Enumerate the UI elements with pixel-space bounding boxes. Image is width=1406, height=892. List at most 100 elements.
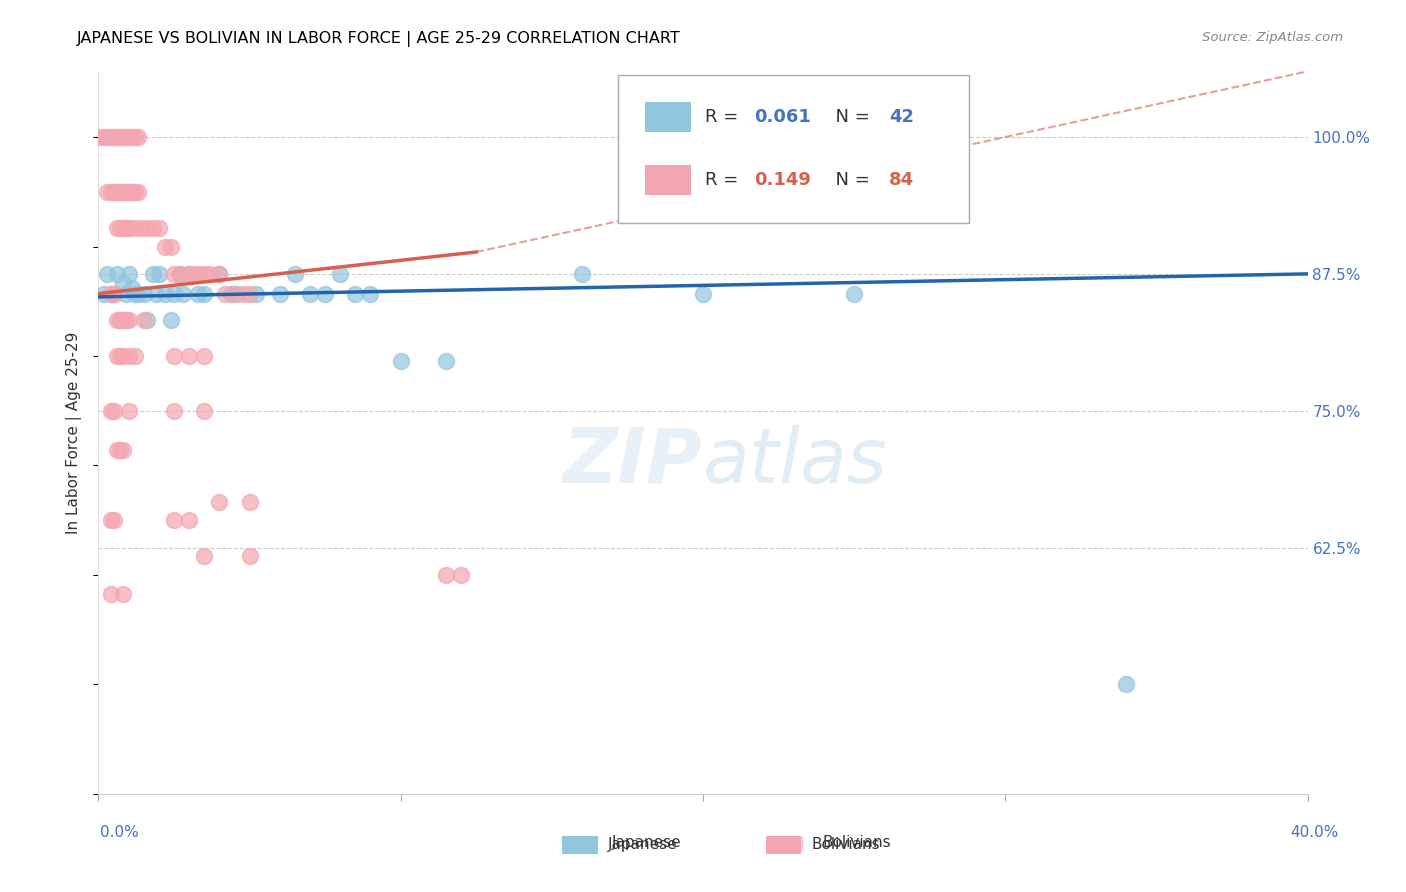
Point — [226, 286, 249, 301]
Point — [105, 443, 128, 458]
Point — [114, 286, 136, 301]
Point — [108, 313, 131, 327]
Point — [108, 349, 131, 363]
Point — [111, 586, 134, 600]
Point — [148, 267, 170, 281]
Point — [434, 354, 457, 368]
Point — [93, 130, 115, 145]
Point — [105, 349, 128, 363]
Point — [193, 286, 215, 301]
Point — [208, 267, 231, 281]
Point — [135, 313, 157, 327]
Text: R =: R = — [706, 170, 744, 189]
Point — [100, 185, 122, 199]
Point — [239, 494, 262, 508]
Point — [239, 549, 262, 564]
Text: Japanese: Japanese — [607, 838, 678, 852]
Point — [389, 354, 412, 368]
Point — [96, 185, 118, 199]
Point — [90, 130, 112, 145]
Point — [118, 185, 141, 199]
Point — [284, 267, 307, 281]
Point — [208, 494, 231, 508]
Text: 0.061: 0.061 — [754, 108, 811, 126]
Point — [114, 185, 136, 199]
Point — [232, 286, 254, 301]
Point — [111, 276, 134, 290]
Point — [142, 220, 165, 235]
Point — [100, 586, 122, 600]
Point — [118, 313, 141, 327]
Point — [163, 403, 186, 417]
Point — [124, 286, 146, 301]
Text: N =: N = — [824, 108, 876, 126]
Text: Bolivians: Bolivians — [823, 836, 891, 850]
Text: R =: R = — [706, 108, 744, 126]
FancyBboxPatch shape — [645, 102, 690, 132]
Point — [127, 185, 149, 199]
Point — [344, 286, 367, 301]
Point — [692, 286, 714, 301]
Point — [127, 130, 149, 145]
Point — [100, 286, 122, 301]
Point — [105, 267, 128, 281]
Text: □: □ — [785, 833, 804, 853]
Point — [844, 286, 866, 301]
Point — [108, 130, 131, 145]
Point — [103, 130, 125, 145]
Text: Bolivians: Bolivians — [811, 838, 880, 852]
Point — [100, 403, 122, 417]
Point — [221, 286, 243, 301]
Point — [105, 185, 128, 199]
Point — [187, 267, 209, 281]
Point — [103, 286, 125, 301]
Point — [360, 286, 382, 301]
Point — [96, 267, 118, 281]
Point — [245, 286, 267, 301]
Point — [103, 403, 125, 417]
Point — [163, 267, 186, 281]
Point — [103, 185, 125, 199]
Point — [108, 443, 131, 458]
Point — [135, 220, 157, 235]
Point — [111, 443, 134, 458]
Point — [132, 286, 155, 301]
Point — [299, 286, 322, 301]
Text: JAPANESE VS BOLIVIAN IN LABOR FORCE | AGE 25-29 CORRELATION CHART: JAPANESE VS BOLIVIAN IN LABOR FORCE | AG… — [77, 31, 681, 47]
Point — [179, 267, 201, 281]
Point — [163, 286, 186, 301]
Point — [169, 267, 191, 281]
Point — [269, 286, 291, 301]
Point — [105, 130, 128, 145]
Point — [105, 220, 128, 235]
Point — [160, 239, 183, 253]
Point — [329, 267, 352, 281]
Point — [118, 349, 141, 363]
Point — [193, 549, 215, 564]
Point — [179, 267, 201, 281]
Point — [121, 185, 143, 199]
Point — [145, 286, 167, 301]
Point — [111, 220, 134, 235]
Point — [200, 267, 222, 281]
Text: 0.0%: 0.0% — [100, 825, 139, 840]
Point — [121, 281, 143, 295]
Point — [118, 403, 141, 417]
Point — [179, 349, 201, 363]
Point — [148, 220, 170, 235]
Point — [111, 130, 134, 145]
Point — [184, 267, 207, 281]
Point — [153, 286, 176, 301]
Point — [103, 286, 125, 301]
Text: Japanese: Japanese — [612, 836, 682, 850]
Point — [108, 313, 131, 327]
Point — [163, 513, 186, 527]
Point — [100, 130, 122, 145]
Point — [169, 267, 191, 281]
Point — [193, 267, 215, 281]
Text: atlas: atlas — [703, 425, 887, 499]
Point — [193, 349, 215, 363]
Point — [153, 239, 176, 253]
Point — [187, 286, 209, 301]
Point — [124, 185, 146, 199]
